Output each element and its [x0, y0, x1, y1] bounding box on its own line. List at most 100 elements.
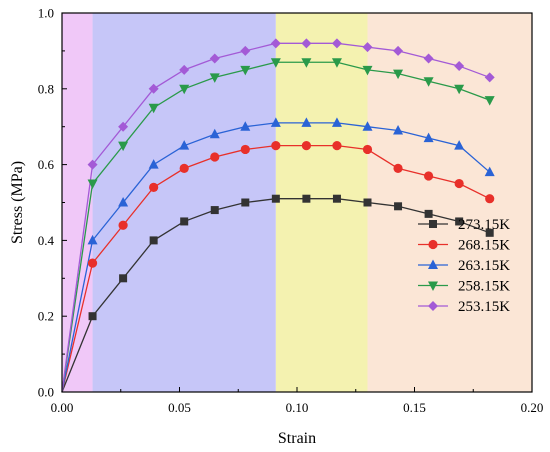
- x-axis-title: Strain: [278, 430, 316, 447]
- data-point: [362, 121, 373, 131]
- data-point: [454, 140, 465, 150]
- data-point: [424, 209, 433, 218]
- y-tick-label: 1.0: [38, 6, 54, 21]
- data-point: [149, 182, 159, 192]
- x-tick-label: 0.20: [521, 400, 544, 415]
- data-point: [424, 171, 434, 181]
- data-point: [363, 198, 372, 207]
- data-point: [423, 132, 434, 143]
- legend-label: 263.15K: [458, 258, 510, 274]
- data-point: [179, 163, 189, 173]
- legend: 273.15K 268.15K 263.15K 258.15K 253.15K: [418, 217, 510, 315]
- x-tick-label: 0.05: [168, 400, 191, 415]
- x-tick-label: 0.00: [51, 400, 74, 415]
- data-point: [362, 42, 373, 53]
- data-point: [240, 144, 250, 155]
- data-point: [301, 38, 312, 49]
- data-point: [240, 121, 251, 131]
- data-point: [87, 159, 98, 170]
- data-point: [362, 65, 373, 76]
- shaded-regions: [62, 13, 532, 392]
- y-axis-title: Stress (MPa): [9, 161, 26, 244]
- data-point: [87, 258, 98, 268]
- data-point: [179, 140, 190, 150]
- data-point: [209, 128, 220, 139]
- data-point: [393, 45, 404, 56]
- data-point: [87, 179, 98, 190]
- data-point: [148, 103, 159, 114]
- data-point: [393, 69, 404, 80]
- data-point: [362, 144, 373, 155]
- legend-label: 253.15K: [458, 299, 510, 315]
- data-point: [240, 45, 251, 56]
- y-tick-label: 0.6: [38, 157, 55, 172]
- data-point: [149, 236, 158, 245]
- data-point: [332, 141, 342, 151]
- x-tick-label: 0.15: [403, 400, 426, 415]
- data-point: [88, 312, 97, 321]
- data-point: [240, 65, 251, 76]
- x-tick-label: 0.10: [286, 400, 309, 415]
- data-point: [331, 58, 342, 68]
- y-tick-label: 0.2: [38, 309, 54, 324]
- data-point: [393, 163, 403, 173]
- data-point: [118, 197, 129, 207]
- data-point: [148, 83, 159, 94]
- data-point: [484, 72, 495, 83]
- region-2: [275, 13, 368, 392]
- y-tick-label: 0.0: [38, 385, 54, 400]
- legend-marker: [429, 220, 437, 228]
- data-point: [485, 228, 494, 237]
- data-point: [301, 117, 312, 127]
- data-point: [271, 194, 280, 203]
- data-point: [454, 61, 465, 72]
- legend-label: 258.15K: [458, 279, 510, 295]
- y-tick-label: 0.4: [38, 233, 55, 248]
- x-axis-ticks: 0.00 0.05 0.10 0.15 0.20: [51, 387, 544, 415]
- data-point: [179, 64, 190, 75]
- data-point: [271, 141, 281, 151]
- series-markers: [87, 38, 495, 321]
- data-point: [454, 178, 464, 189]
- data-point: [270, 117, 281, 127]
- data-point: [270, 38, 281, 49]
- data-point: [301, 58, 312, 68]
- data-point: [484, 166, 495, 177]
- y-axis-ticks: 0.0 0.2 0.4 0.6 0.8 1.0: [38, 6, 67, 400]
- data-point: [118, 220, 128, 230]
- data-point: [485, 194, 495, 204]
- data-point: [148, 159, 159, 169]
- data-point: [454, 84, 465, 95]
- y-tick-label: 0.8: [38, 81, 54, 96]
- data-point: [393, 124, 404, 135]
- data-point: [301, 141, 311, 151]
- data-point: [423, 77, 434, 87]
- data-point: [331, 117, 342, 127]
- legend-marker: [428, 301, 438, 311]
- data-point: [87, 234, 98, 245]
- data-point: [118, 121, 129, 132]
- data-point: [394, 202, 403, 211]
- legend-marker: [428, 281, 438, 291]
- data-point: [210, 206, 219, 215]
- legend-marker: [428, 259, 438, 269]
- data-point: [302, 194, 311, 203]
- data-point: [179, 84, 190, 95]
- legend-marker: [428, 239, 438, 250]
- region-3: [367, 13, 532, 392]
- data-point: [210, 152, 220, 162]
- data-point: [180, 217, 189, 226]
- data-point: [331, 38, 342, 49]
- data-point: [423, 53, 434, 64]
- data-point: [119, 274, 128, 283]
- data-point: [118, 141, 129, 152]
- data-point: [332, 194, 341, 203]
- data-point: [484, 96, 495, 106]
- data-point: [209, 73, 220, 83]
- data-point: [209, 53, 220, 64]
- data-point: [455, 217, 464, 226]
- legend-label: 268.15K: [458, 238, 510, 254]
- data-point: [241, 198, 250, 207]
- data-point: [270, 58, 281, 68]
